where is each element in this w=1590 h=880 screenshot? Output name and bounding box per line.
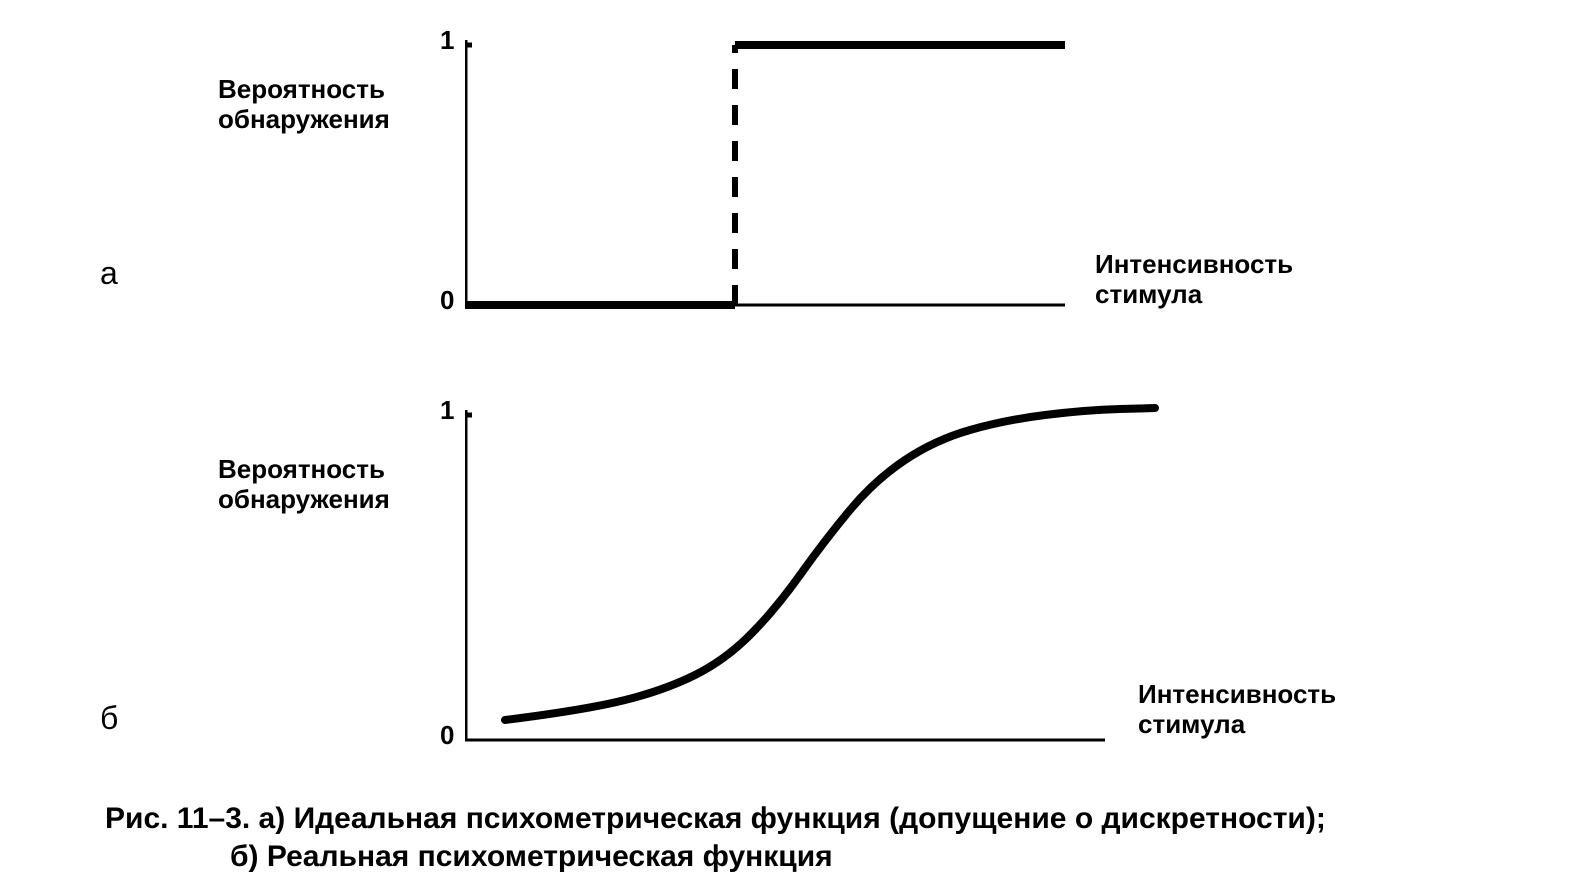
panel-b-label: б [100,700,118,737]
panel-a-yaxis-label: Вероятность обнаружения [218,75,390,135]
panel-b-xaxis-label: Интенсивность стимула [1138,680,1336,740]
panel-a-tick-0: 0 [440,285,454,316]
figure-page: а Вероятность обнаружения Интенсивность … [0,0,1590,880]
panel-a-label: а [100,255,118,292]
figure-caption-line1: Рис. 11–3. а) Идеальная психометрическая… [105,800,1326,838]
panel-b-yaxis-label: Вероятность обнаружения [218,455,390,515]
panel-b-chart [465,400,1165,750]
panel-b-tick-0: 0 [440,720,454,751]
panel-a-chart [465,30,1085,310]
figure-caption-line2: б) Реальная психометрическая функция [230,838,833,876]
panel-b-tick-1: 1 [440,395,454,426]
panel-a-xaxis-label: Интенсивность стимула [1095,250,1293,310]
panel-a-tick-1: 1 [440,25,454,56]
